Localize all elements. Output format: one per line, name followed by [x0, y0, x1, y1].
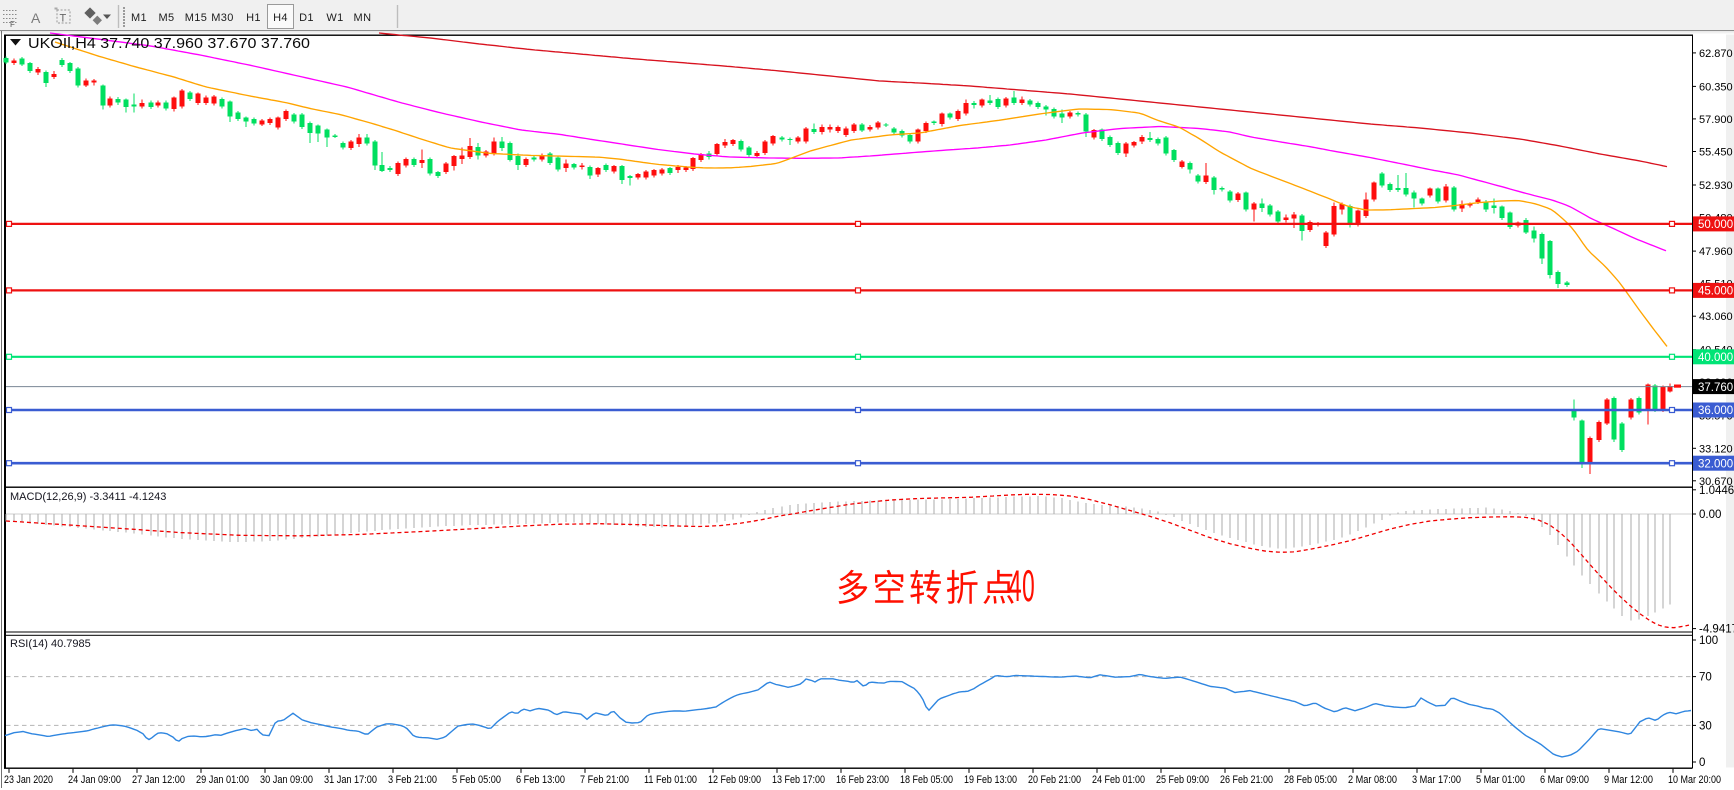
- svg-text:13 Feb 17:00: 13 Feb 17:00: [772, 774, 825, 786]
- svg-text:W1: W1: [326, 12, 343, 24]
- svg-text:32.000: 32.000: [1698, 458, 1733, 470]
- svg-text:M5: M5: [158, 12, 174, 24]
- svg-text:0.00: 0.00: [1699, 509, 1721, 521]
- svg-text:24 Jan 09:00: 24 Jan 09:00: [68, 774, 121, 786]
- svg-text:A: A: [31, 10, 41, 26]
- svg-text:50.000: 50.000: [1698, 219, 1733, 231]
- svg-text:RSI(14) 40.7985: RSI(14) 40.7985: [10, 638, 91, 650]
- svg-text:55.450: 55.450: [1699, 147, 1733, 159]
- svg-text:7 Feb 21:00: 7 Feb 21:00: [580, 774, 629, 786]
- svg-text:57.900: 57.900: [1699, 114, 1733, 126]
- svg-text:30: 30: [1699, 720, 1712, 732]
- svg-text:9 Mar 12:00: 9 Mar 12:00: [1604, 774, 1653, 786]
- svg-text:40.000: 40.000: [1698, 352, 1733, 364]
- svg-text:3 Mar 17:00: 3 Mar 17:00: [1412, 774, 1461, 786]
- svg-text:10 Mar 20:00: 10 Mar 20:00: [1668, 774, 1721, 786]
- svg-text:6 Feb 13:00: 6 Feb 13:00: [516, 774, 565, 786]
- svg-text:F: F: [10, 20, 15, 29]
- svg-text:45.000: 45.000: [1698, 286, 1733, 298]
- svg-text:M15: M15: [185, 12, 208, 24]
- svg-text:24 Feb 01:00: 24 Feb 01:00: [1092, 774, 1145, 786]
- svg-text:M1: M1: [131, 12, 147, 24]
- svg-text:36.000: 36.000: [1698, 405, 1733, 417]
- svg-text:47.960: 47.960: [1699, 246, 1733, 258]
- svg-text:0: 0: [1699, 757, 1705, 769]
- svg-text:H4: H4: [273, 12, 288, 24]
- svg-text:27 Jan 12:00: 27 Jan 12:00: [132, 774, 185, 786]
- svg-text:70: 70: [1699, 672, 1712, 684]
- svg-text:MN: MN: [354, 12, 372, 24]
- svg-text:M30: M30: [211, 12, 234, 24]
- svg-text:D1: D1: [299, 12, 314, 24]
- svg-text:H1: H1: [246, 12, 261, 24]
- svg-text:UKOIl,H4 37.740 37.960 37.670: UKOIl,H4 37.740 37.960 37.670 37.760: [28, 35, 310, 52]
- svg-text:31 Jan 17:00: 31 Jan 17:00: [324, 774, 377, 786]
- svg-text:12 Feb 09:00: 12 Feb 09:00: [708, 774, 761, 786]
- svg-text:6 Mar 09:00: 6 Mar 09:00: [1540, 774, 1589, 786]
- svg-text:T: T: [60, 13, 67, 25]
- svg-text:3 Feb 21:00: 3 Feb 21:00: [388, 774, 437, 786]
- svg-text:2 Mar 08:00: 2 Mar 08:00: [1348, 774, 1397, 786]
- svg-text:MACD(12,26,9) -3.3411 -4.1243: MACD(12,26,9) -3.3411 -4.1243: [10, 491, 166, 503]
- svg-text:29 Jan 01:00: 29 Jan 01:00: [196, 774, 249, 786]
- svg-text:28 Feb 05:00: 28 Feb 05:00: [1284, 774, 1337, 786]
- svg-text:30 Jan 09:00: 30 Jan 09:00: [260, 774, 313, 786]
- svg-text:33.120: 33.120: [1699, 443, 1733, 455]
- svg-text:30.670: 30.670: [1699, 476, 1733, 488]
- svg-text:11 Feb 01:00: 11 Feb 01:00: [644, 774, 697, 786]
- svg-text:5 Feb 05:00: 5 Feb 05:00: [452, 774, 501, 786]
- svg-text:62.870: 62.870: [1699, 48, 1733, 60]
- svg-text:1.0446: 1.0446: [1699, 485, 1734, 497]
- svg-text:23 Jan 2020: 23 Jan 2020: [4, 774, 53, 786]
- svg-text:19 Feb 13:00: 19 Feb 13:00: [964, 774, 1017, 786]
- svg-text:60.350: 60.350: [1699, 81, 1733, 93]
- svg-text:26 Feb 21:00: 26 Feb 21:00: [1220, 774, 1273, 786]
- svg-text:52.930: 52.930: [1699, 180, 1733, 192]
- svg-text:37.760: 37.760: [1698, 382, 1733, 394]
- svg-text:5 Mar 01:00: 5 Mar 01:00: [1476, 774, 1525, 786]
- svg-text:43.060: 43.060: [1699, 311, 1733, 323]
- svg-text:100: 100: [1699, 635, 1718, 647]
- svg-text:20 Feb 21:00: 20 Feb 21:00: [1028, 774, 1081, 786]
- svg-text:18 Feb 05:00: 18 Feb 05:00: [900, 774, 953, 786]
- svg-text:25 Feb 09:00: 25 Feb 09:00: [1156, 774, 1209, 786]
- svg-text:16 Feb 23:00: 16 Feb 23:00: [836, 774, 889, 786]
- svg-text:-4.9417: -4.9417: [1699, 624, 1734, 636]
